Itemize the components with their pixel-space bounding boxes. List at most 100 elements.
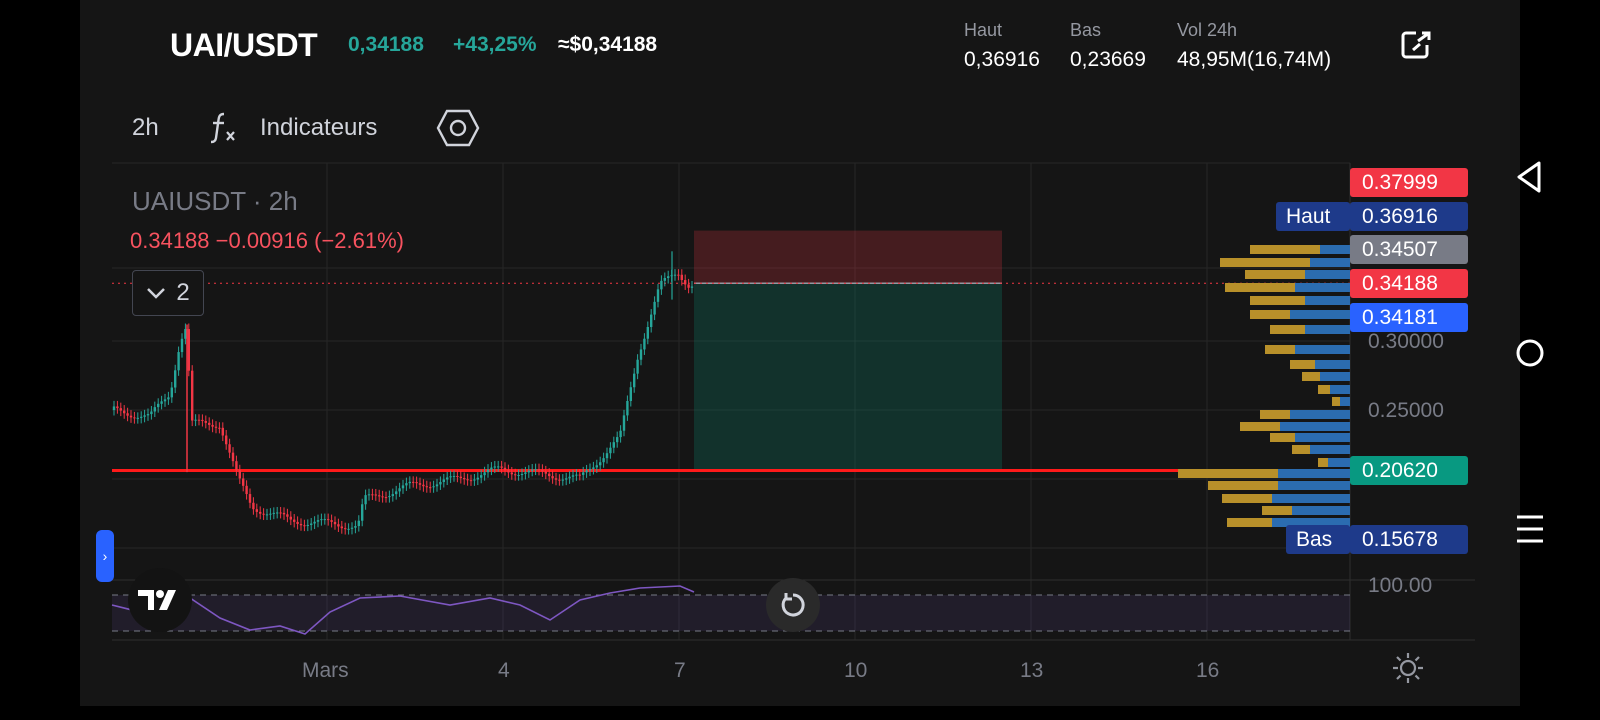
volume-profile-buy bbox=[1292, 506, 1350, 515]
candle-body bbox=[486, 469, 490, 473]
candle-body bbox=[136, 417, 139, 419]
volume-profile-sell bbox=[1265, 345, 1295, 354]
candle-body bbox=[153, 407, 156, 412]
candle-body bbox=[612, 442, 615, 448]
price-change: +43,25% bbox=[453, 33, 537, 56]
tv-logo-icon bbox=[138, 590, 176, 610]
candle-body bbox=[653, 301, 656, 315]
candle-body bbox=[252, 502, 255, 510]
nav-back-icon[interactable] bbox=[1510, 157, 1550, 197]
position-risk-zone bbox=[694, 230, 1002, 284]
candle-body bbox=[452, 475, 456, 477]
candle-body bbox=[337, 524, 340, 527]
stop-price-tag: 0.37999 bbox=[1350, 168, 1468, 197]
volume-profile-sell bbox=[1250, 296, 1305, 305]
candle-body bbox=[415, 482, 418, 484]
volume-profile-sell bbox=[1270, 325, 1305, 334]
candle-body bbox=[480, 475, 483, 478]
date-axis-label: 4 bbox=[498, 659, 510, 682]
candle-body bbox=[459, 476, 462, 479]
candle-body bbox=[456, 475, 459, 477]
candle-body bbox=[310, 523, 313, 525]
volume-profile-buy bbox=[1330, 385, 1350, 394]
candle-body bbox=[609, 447, 612, 454]
candle-body bbox=[527, 470, 530, 473]
candle-body bbox=[367, 494, 371, 496]
volume-profile-buy bbox=[1320, 372, 1350, 381]
fx-icon[interactable] bbox=[208, 110, 238, 144]
usd-price: ≈$0,34188 bbox=[558, 33, 658, 56]
candle-body bbox=[680, 274, 683, 281]
candle-body bbox=[605, 453, 609, 459]
candle-body bbox=[344, 528, 347, 530]
tradingview-logo[interactable] bbox=[128, 568, 192, 632]
candle-body bbox=[333, 521, 337, 525]
candle-body bbox=[500, 466, 503, 468]
candle-body bbox=[418, 483, 422, 485]
sun-icon[interactable] bbox=[1392, 652, 1424, 684]
timeframe-button[interactable]: 2h bbox=[132, 114, 159, 141]
candle-body bbox=[289, 516, 292, 520]
app-window: UAI/USDT 0,34188 +43,25% ≈$0,34188 Haut … bbox=[80, 0, 1520, 706]
candle-body bbox=[330, 520, 333, 522]
candle-body bbox=[235, 461, 238, 471]
date-axis-label: 16 bbox=[1196, 659, 1220, 682]
candle-body bbox=[690, 286, 694, 288]
volume-profile-sell bbox=[1225, 283, 1295, 292]
candle-body bbox=[286, 514, 289, 517]
candle-body bbox=[197, 419, 201, 421]
indicators-button[interactable]: Indicateurs bbox=[260, 114, 378, 141]
drawing-panel-toggle[interactable]: › bbox=[96, 530, 114, 582]
candle-body bbox=[242, 478, 245, 486]
volume-profile-sell bbox=[1332, 397, 1340, 406]
volume-profile-sell bbox=[1208, 481, 1278, 490]
volume-profile-sell bbox=[1240, 422, 1280, 431]
reset-chart-button[interactable] bbox=[766, 578, 820, 632]
candle-body bbox=[633, 373, 636, 388]
candle-body bbox=[296, 521, 299, 524]
price-axis-label: 0.25000 bbox=[1368, 399, 1444, 422]
candle-body bbox=[466, 479, 469, 481]
gray-price-tag: 0.34507 bbox=[1350, 235, 1468, 264]
candle-body bbox=[425, 486, 428, 488]
volume-profile-sell bbox=[1178, 469, 1278, 478]
external-link-icon[interactable] bbox=[1400, 30, 1434, 60]
price-chart[interactable] bbox=[80, 0, 1520, 706]
volume-profile-sell bbox=[1290, 360, 1315, 369]
candle-body bbox=[578, 474, 581, 476]
volume-profile-buy bbox=[1310, 258, 1350, 267]
candle-body bbox=[133, 417, 136, 419]
candle-body bbox=[398, 488, 401, 492]
candle-body bbox=[469, 480, 473, 482]
candle-body bbox=[684, 280, 687, 285]
support-price-tag: 0.20620 bbox=[1350, 456, 1468, 485]
volume-profile-buy bbox=[1278, 469, 1350, 478]
candle-body bbox=[269, 513, 272, 515]
collapse-indicators-button[interactable]: 2 bbox=[132, 270, 204, 316]
candle-body bbox=[116, 406, 119, 409]
high-value: 0,36916 bbox=[964, 48, 1040, 71]
volume-profile-buy bbox=[1305, 270, 1350, 279]
candle-body bbox=[177, 352, 180, 371]
date-axis-label: 10 bbox=[844, 659, 868, 682]
candle-body bbox=[320, 519, 323, 521]
candle-body bbox=[544, 471, 547, 474]
candle-body bbox=[170, 387, 173, 398]
candle-body bbox=[585, 470, 588, 473]
pair-title[interactable]: UAI/USDT bbox=[170, 27, 318, 63]
entry-price-tag: 0.34181 bbox=[1350, 303, 1468, 332]
candle-body bbox=[650, 314, 653, 328]
candle-body bbox=[184, 329, 187, 339]
candle-body bbox=[214, 426, 218, 428]
volume-profile-buy bbox=[1295, 283, 1350, 292]
candle-body bbox=[378, 495, 381, 497]
hexagon-settings-icon[interactable] bbox=[436, 108, 480, 148]
nav-home-icon[interactable] bbox=[1510, 333, 1550, 373]
last-price-tag: 0.34188 bbox=[1350, 269, 1468, 298]
candle-body bbox=[476, 477, 479, 480]
candle-body bbox=[374, 494, 377, 496]
candle-body bbox=[490, 467, 493, 470]
indicator-count: 2 bbox=[176, 279, 190, 306]
chart-toolbar: 2h Indicateurs bbox=[80, 100, 1520, 154]
nav-recents-icon[interactable] bbox=[1510, 509, 1550, 549]
